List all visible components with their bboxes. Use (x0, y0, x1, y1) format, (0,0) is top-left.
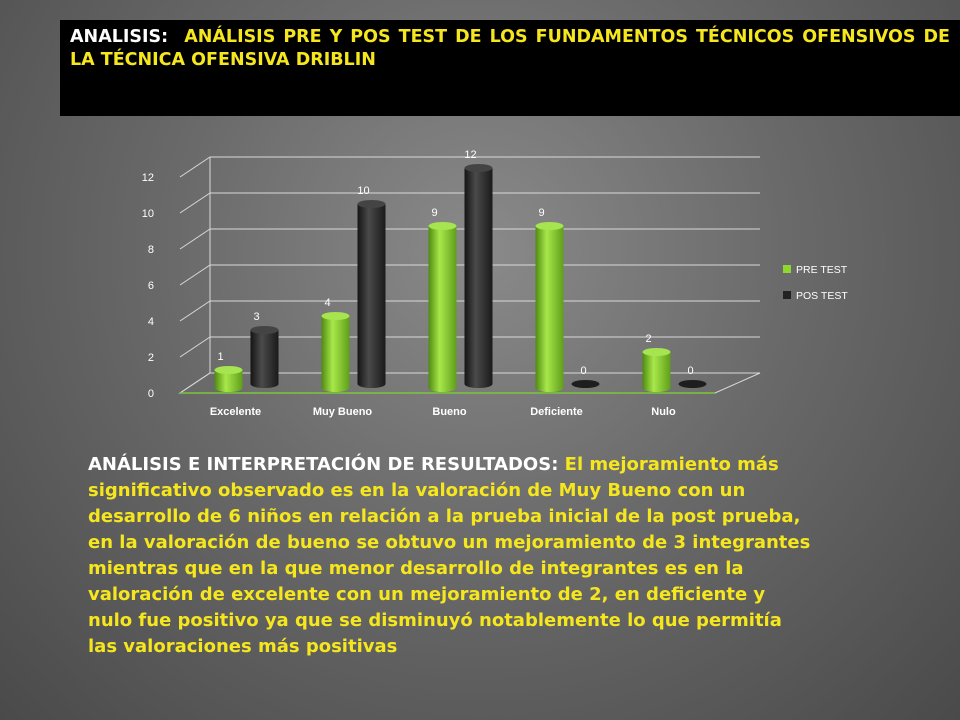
x-tick-label: Nulo (651, 406, 676, 418)
chart-labels: 1 3 Excelente 4 10 Muy Bueno 9 12 Bueno 9 0 Deficie… (210, 149, 694, 418)
y-tick-label: 2 (148, 352, 154, 364)
bar-pre-bueno (428, 222, 457, 392)
data-label: 4 (324, 297, 330, 309)
y-tick-label: 10 (142, 208, 154, 220)
data-label: 9 (538, 207, 544, 219)
y-tick-label: 0 (148, 388, 154, 400)
bar-pos-deficiente (571, 380, 600, 388)
bar-top (535, 222, 564, 230)
bar-top (321, 312, 350, 320)
y-tick-label: 4 (148, 316, 154, 328)
bar-top (428, 222, 457, 230)
bar-body (464, 168, 493, 384)
bar-base (250, 380, 279, 388)
data-label: 9 (431, 207, 437, 219)
bar-body (214, 370, 243, 388)
bar-body (535, 226, 564, 388)
bar-pos-muy-bueno (357, 200, 386, 388)
data-label: 12 (464, 149, 476, 161)
gridline-side (179, 336, 211, 358)
header-text: ANALISIS: ANÁLISIS PRE Y POS TEST DE LOS… (70, 26, 950, 72)
bar-pre-muy-bueno (321, 312, 350, 392)
data-label: 1 (217, 351, 223, 363)
bar-chart: 0 2 4 6 8 10 12 1 3 Excelente 4 10 Muy Bueno 9 12 Buen… (142, 149, 849, 418)
header-box: ANALISIS: ANÁLISIS PRE Y POS TEST DE LOS… (60, 20, 960, 116)
gridline-side (179, 192, 211, 214)
y-tick-label: 12 (142, 172, 154, 184)
legend-label: PRE TEST (796, 264, 848, 276)
x-tick-label: Muy Bueno (313, 406, 373, 418)
analysis-body: El mejoramiento más significativo observ… (88, 454, 811, 657)
data-label: 2 (645, 333, 651, 345)
bar-base (642, 384, 671, 392)
bar-pre-excelente (214, 366, 243, 392)
bar-body (642, 352, 671, 388)
bar-top (571, 380, 600, 388)
bar-base (464, 380, 493, 388)
bar-top (642, 348, 671, 356)
y-tick-label: 8 (148, 244, 154, 256)
legend-label: POS TEST (796, 290, 848, 302)
gridline-side (179, 156, 211, 178)
bar-base (428, 384, 457, 392)
data-label: 3 (253, 311, 259, 323)
bar-pos-excelente (250, 326, 279, 388)
header-title: ANÁLISIS PRE Y POS TEST DE LOS FUNDAMENT… (70, 27, 951, 70)
bar-top (678, 380, 707, 388)
gridline-side (179, 228, 211, 250)
bar-top (250, 326, 279, 334)
x-tick-label: Excelente (210, 406, 261, 418)
bar-pre-nulo (642, 348, 671, 392)
bar-base (214, 384, 243, 392)
bar-pre-deficiente (535, 222, 564, 392)
gridline-side (179, 264, 211, 286)
header-label: ANALISIS: (70, 27, 169, 47)
bar-top (357, 200, 386, 208)
bar-base (321, 384, 350, 392)
bar-body (321, 316, 350, 388)
analysis-text: ANÁLISIS E INTERPRETACIÓN DE RESULTADOS:… (88, 452, 813, 660)
bar-base (357, 380, 386, 388)
bar-body (357, 204, 386, 384)
x-tick-label: Bueno (432, 406, 467, 418)
chart-legend: PRE TEST POS TEST (783, 264, 848, 302)
bar-pos-bueno (464, 164, 493, 388)
data-label: 0 (687, 365, 693, 377)
bar-top (464, 164, 493, 172)
x-tick-label: Deficiente (530, 406, 583, 418)
legend-swatch (783, 291, 791, 299)
analysis-label: ANÁLISIS E INTERPRETACIÓN DE RESULTADOS: (88, 454, 559, 475)
y-tick-label: 6 (148, 280, 154, 292)
bar-pos-nulo (678, 380, 707, 388)
legend-swatch (783, 265, 791, 273)
bar-body (250, 330, 279, 384)
bar-body (428, 226, 457, 388)
bar-top (214, 366, 243, 374)
data-label: 10 (357, 185, 369, 197)
chart-bars (214, 164, 707, 392)
data-label: 0 (580, 365, 586, 377)
gridline-side (179, 300, 211, 322)
bar-base (535, 384, 564, 392)
